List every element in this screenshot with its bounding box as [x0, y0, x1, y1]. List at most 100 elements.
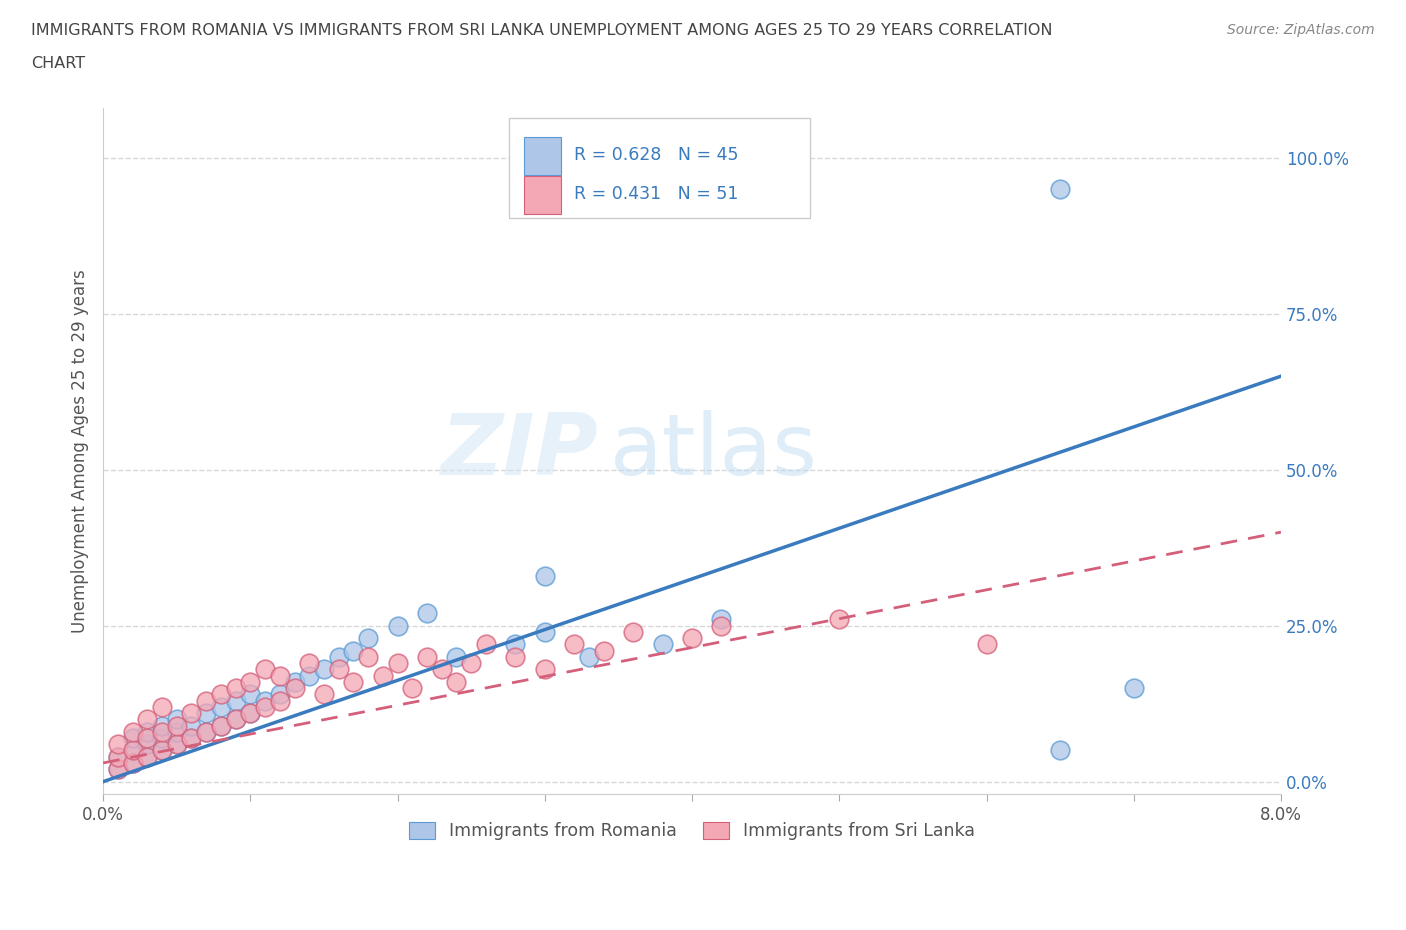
Point — [1122, 681, 1144, 696]
Point — [298, 668, 321, 683]
Point — [533, 625, 555, 640]
Point — [225, 681, 247, 696]
Point — [681, 631, 703, 645]
Point — [269, 668, 291, 683]
Point — [150, 724, 173, 739]
Text: IMMIGRANTS FROM ROMANIA VS IMMIGRANTS FROM SRI LANKA UNEMPLOYMENT AMONG AGES 25 : IMMIGRANTS FROM ROMANIA VS IMMIGRANTS FR… — [31, 23, 1053, 38]
Point — [621, 625, 644, 640]
Point — [180, 731, 202, 746]
Point — [195, 724, 218, 739]
Point — [195, 706, 218, 721]
Point — [578, 649, 600, 664]
Point — [150, 743, 173, 758]
Point — [460, 656, 482, 671]
Point — [195, 724, 218, 739]
Point — [533, 662, 555, 677]
Point — [505, 637, 527, 652]
Point — [401, 681, 423, 696]
Point — [107, 762, 129, 777]
Point — [710, 612, 733, 627]
Point — [298, 656, 321, 671]
Point — [121, 755, 143, 770]
Point — [828, 612, 851, 627]
Point — [166, 724, 188, 739]
Point — [562, 637, 585, 652]
Point — [312, 662, 335, 677]
Point — [357, 631, 380, 645]
Point — [1049, 181, 1071, 196]
Point — [239, 706, 262, 721]
Point — [446, 674, 468, 689]
Point — [166, 737, 188, 751]
Point — [254, 699, 277, 714]
Point — [209, 718, 232, 733]
Point — [166, 718, 188, 733]
Point — [107, 750, 129, 764]
Point — [328, 662, 350, 677]
Point — [209, 687, 232, 702]
Point — [166, 711, 188, 726]
Point — [416, 605, 439, 620]
Point — [312, 687, 335, 702]
Point — [976, 637, 998, 652]
Point — [254, 662, 277, 677]
Point — [269, 693, 291, 708]
Text: CHART: CHART — [31, 56, 84, 71]
Text: R = 0.628   N = 45: R = 0.628 N = 45 — [574, 146, 738, 165]
Point — [195, 693, 218, 708]
Point — [239, 706, 262, 721]
Legend: Immigrants from Romania, Immigrants from Sri Lanka: Immigrants from Romania, Immigrants from… — [402, 815, 981, 847]
Point — [592, 644, 614, 658]
Point — [342, 674, 364, 689]
Point — [651, 637, 673, 652]
Point — [475, 637, 498, 652]
Point — [121, 743, 143, 758]
Text: R = 0.431   N = 51: R = 0.431 N = 51 — [574, 185, 738, 204]
Text: atlas: atlas — [610, 409, 818, 493]
Point — [136, 750, 159, 764]
Point — [1049, 743, 1071, 758]
Point — [150, 731, 173, 746]
Point — [446, 649, 468, 664]
Point — [107, 750, 129, 764]
FancyBboxPatch shape — [509, 118, 810, 218]
Point — [121, 724, 143, 739]
Point — [150, 743, 173, 758]
Point — [239, 674, 262, 689]
Point — [150, 699, 173, 714]
Point — [283, 674, 305, 689]
Point — [136, 750, 159, 764]
Point — [150, 718, 173, 733]
Point — [430, 662, 453, 677]
Y-axis label: Unemployment Among Ages 25 to 29 years: Unemployment Among Ages 25 to 29 years — [72, 269, 89, 633]
Point — [269, 687, 291, 702]
Point — [121, 731, 143, 746]
Point — [342, 644, 364, 658]
Point — [121, 743, 143, 758]
Point — [387, 656, 409, 671]
Point — [357, 649, 380, 664]
Point — [225, 711, 247, 726]
Point — [387, 618, 409, 633]
Text: ZIP: ZIP — [440, 409, 598, 493]
Point — [180, 718, 202, 733]
Point — [239, 687, 262, 702]
Point — [166, 737, 188, 751]
Point — [107, 737, 129, 751]
Point — [710, 618, 733, 633]
Point — [225, 693, 247, 708]
Point — [416, 649, 439, 664]
Point — [209, 699, 232, 714]
Point — [180, 731, 202, 746]
Point — [136, 731, 159, 746]
Point — [505, 649, 527, 664]
Bar — [523, 137, 561, 175]
Point — [254, 693, 277, 708]
Text: Source: ZipAtlas.com: Source: ZipAtlas.com — [1227, 23, 1375, 37]
Point — [136, 737, 159, 751]
Bar — [523, 176, 561, 214]
Point — [371, 668, 394, 683]
Point — [533, 568, 555, 583]
Point — [740, 151, 762, 166]
Point — [136, 724, 159, 739]
